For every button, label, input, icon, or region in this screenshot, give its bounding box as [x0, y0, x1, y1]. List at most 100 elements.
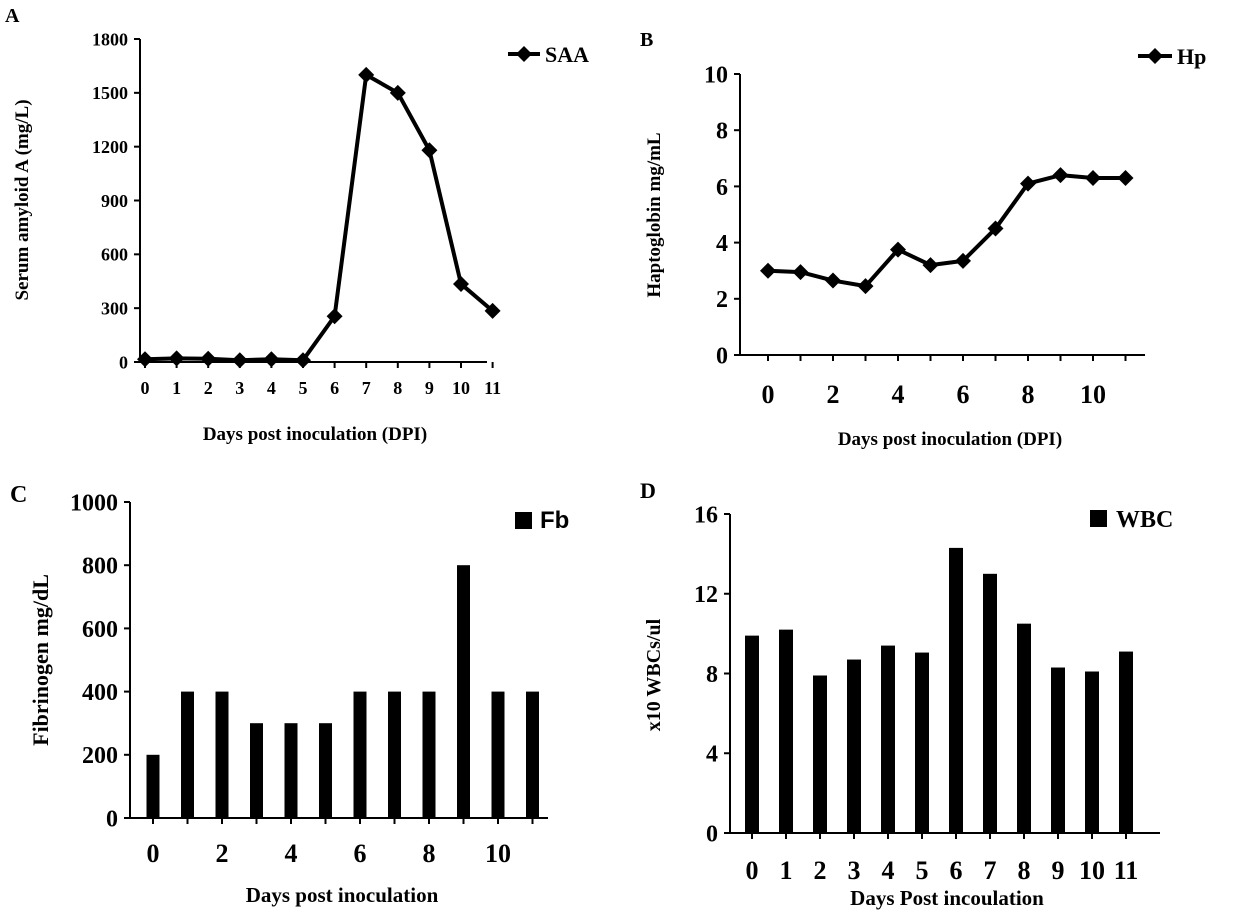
data-point — [1117, 169, 1134, 186]
x-axis-label: Days Post incoulation — [850, 886, 1044, 910]
y-axis-label: x10 WBCs/ul — [643, 618, 665, 731]
bar — [319, 723, 332, 818]
panel-letter: B — [640, 29, 653, 51]
bar — [250, 723, 263, 818]
data-point — [857, 278, 874, 295]
bar — [745, 635, 759, 833]
x-tick-label: 3 — [848, 856, 861, 885]
x-tick-label: 1 — [780, 856, 793, 885]
bar — [388, 691, 401, 818]
bar — [1051, 667, 1065, 833]
y-tick-label: 600 — [101, 245, 128, 265]
x-axis-label: Days post inoculation (DPI) — [838, 429, 1062, 450]
bar — [1017, 623, 1031, 833]
x-axis-label: Days post inoculation — [246, 883, 439, 907]
y-tick-label: 0 — [716, 343, 728, 369]
x-tick-label: 2 — [827, 380, 840, 409]
data-point — [825, 272, 841, 289]
bar — [881, 645, 895, 833]
panel-a: A 0 300 600 900 1200 1500 1800 0 1 2 3 4 5 6 7 8 9 10 11 Day… — [5, 5, 589, 445]
y-tick-label: 1000 — [70, 490, 118, 516]
data-point — [1020, 175, 1036, 192]
bar — [1119, 651, 1133, 833]
data-point — [137, 351, 153, 368]
x-tick-label: 6 — [354, 839, 367, 868]
x-tick-label: 6 — [957, 380, 970, 409]
x-tick-label: 4 — [285, 839, 298, 868]
data-point — [295, 352, 311, 369]
data-point — [453, 275, 469, 292]
x-tick-label: 8 — [423, 839, 436, 868]
x-tick-label: 10 — [1080, 380, 1106, 409]
legend-swatch — [1090, 510, 1107, 527]
data-point — [1052, 167, 1069, 184]
bar — [422, 691, 436, 818]
y-axis-label: Serum amyloid A (mg/L) — [12, 99, 33, 300]
bar — [353, 691, 367, 818]
x-tick-label: 2 — [216, 839, 229, 868]
data-point — [484, 302, 501, 319]
data-point — [326, 308, 343, 325]
y-tick-label: 6 — [716, 175, 728, 201]
y-axis-label: Fibrinogen mg/dL — [28, 574, 53, 746]
data-point — [421, 142, 438, 159]
data-point — [358, 66, 375, 83]
x-tick-label: 6 — [950, 856, 963, 885]
x-tick-label: 10 — [452, 378, 470, 398]
bar — [915, 652, 929, 833]
x-tick-label: 3 — [235, 378, 244, 398]
panel-letter: A — [5, 5, 20, 27]
y-tick-label: 4 — [716, 231, 728, 257]
x-tick-label: 2 — [204, 378, 213, 398]
y-tick-label: 0 — [119, 352, 128, 372]
panel-c: C 0 200 400 600 800 1000 0 2 4 6 8 10 Days post inocu… — [10, 482, 569, 907]
legend-swatch — [515, 512, 532, 529]
x-tick-label: 0 — [147, 839, 160, 868]
bar — [284, 723, 298, 818]
x-tick-label: 4 — [267, 378, 276, 398]
data-point — [168, 350, 185, 367]
y-tick-label: 0 — [106, 806, 118, 832]
bar — [457, 565, 470, 818]
bar — [181, 691, 194, 818]
y-tick-label: 12 — [694, 582, 718, 608]
x-tick-label: 8 — [1022, 380, 1035, 409]
bar — [491, 691, 505, 818]
series-line — [144, 72, 494, 363]
y-tick-label: 200 — [82, 743, 118, 769]
y-tick-label: 600 — [82, 617, 118, 643]
y-tick-label: 8 — [716, 119, 728, 145]
x-tick-label: 8 — [1018, 856, 1031, 885]
bar — [1085, 671, 1099, 833]
data-point — [792, 264, 809, 281]
x-tick-label: 5 — [299, 378, 308, 398]
data-point — [922, 257, 939, 274]
y-tick-label: 2 — [716, 287, 728, 313]
data-point — [1085, 169, 1101, 186]
x-tick-label: 5 — [916, 856, 929, 885]
x-axis-label: Days post inoculation (DPI) — [203, 424, 427, 445]
x-tick-label: 2 — [814, 856, 827, 885]
data-point — [890, 241, 906, 258]
x-tick-label: 7 — [362, 378, 371, 398]
y-tick-label: 4 — [706, 742, 718, 768]
bar — [949, 547, 963, 833]
panel-b: B 0 2 4 6 8 10 0 2 4 6 8 10 Days post inoculation (DP… — [640, 29, 1206, 450]
series-line — [767, 173, 1126, 289]
y-tick-label: 1500 — [92, 83, 128, 103]
y-tick-label: 300 — [101, 298, 128, 318]
bar — [146, 754, 160, 818]
data-point — [987, 220, 1004, 237]
x-tick-label: 4 — [892, 380, 905, 409]
panel-letter: C — [10, 482, 27, 508]
y-tick-label: 10 — [704, 62, 728, 88]
legend-label: WBC — [1116, 507, 1173, 533]
legend-marker — [516, 46, 532, 62]
x-tick-label: 8 — [393, 378, 402, 398]
y-tick-label: 8 — [706, 662, 718, 688]
y-tick-label: 1800 — [92, 29, 128, 49]
data-point — [389, 84, 406, 101]
y-tick-label: 900 — [101, 191, 128, 211]
